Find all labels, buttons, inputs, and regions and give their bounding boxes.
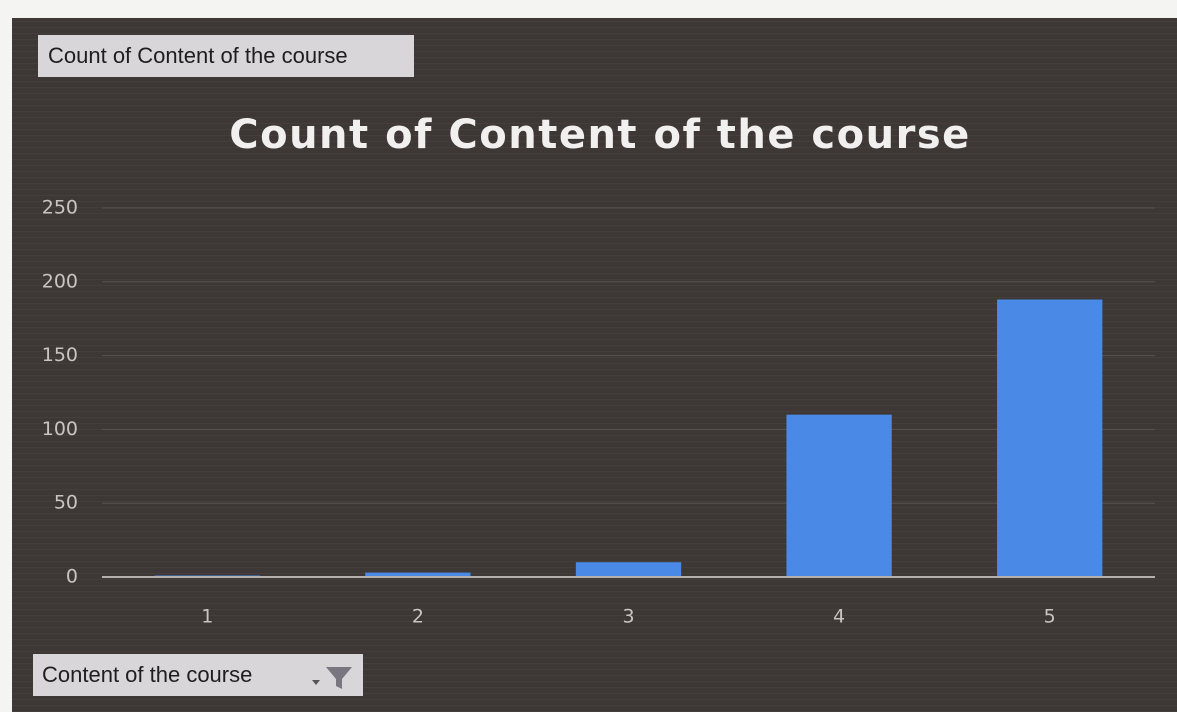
axis-field-button[interactable]	[33, 654, 363, 696]
chart-area	[12, 18, 1177, 712]
x-tick-label: 5	[1044, 606, 1056, 628]
x-tick-label: 1	[201, 606, 213, 628]
dropdown-arrow	[312, 680, 320, 685]
filter-icon	[326, 667, 352, 689]
bar	[365, 572, 471, 577]
x-tick-label: 3	[622, 606, 634, 628]
axis-field-label: Content of the course	[42, 662, 252, 687]
chart-title: Count of Content of the course	[229, 112, 971, 158]
value-field-button[interactable]	[38, 35, 414, 77]
bar	[575, 562, 682, 577]
y-tick-label: 250	[42, 197, 78, 219]
y-tick-label: 50	[54, 492, 78, 514]
x-tick-label: 4	[833, 606, 845, 628]
bar	[786, 414, 892, 577]
y-tick-label: 200	[42, 270, 78, 292]
x-tick-label: 2	[412, 606, 424, 628]
y-tick-label: 100	[42, 418, 78, 440]
value-field-label: Count of Content of the course	[48, 43, 348, 68]
y-tick-label: 0	[66, 566, 78, 588]
y-tick-label: 150	[42, 344, 78, 366]
bar	[997, 299, 1103, 577]
